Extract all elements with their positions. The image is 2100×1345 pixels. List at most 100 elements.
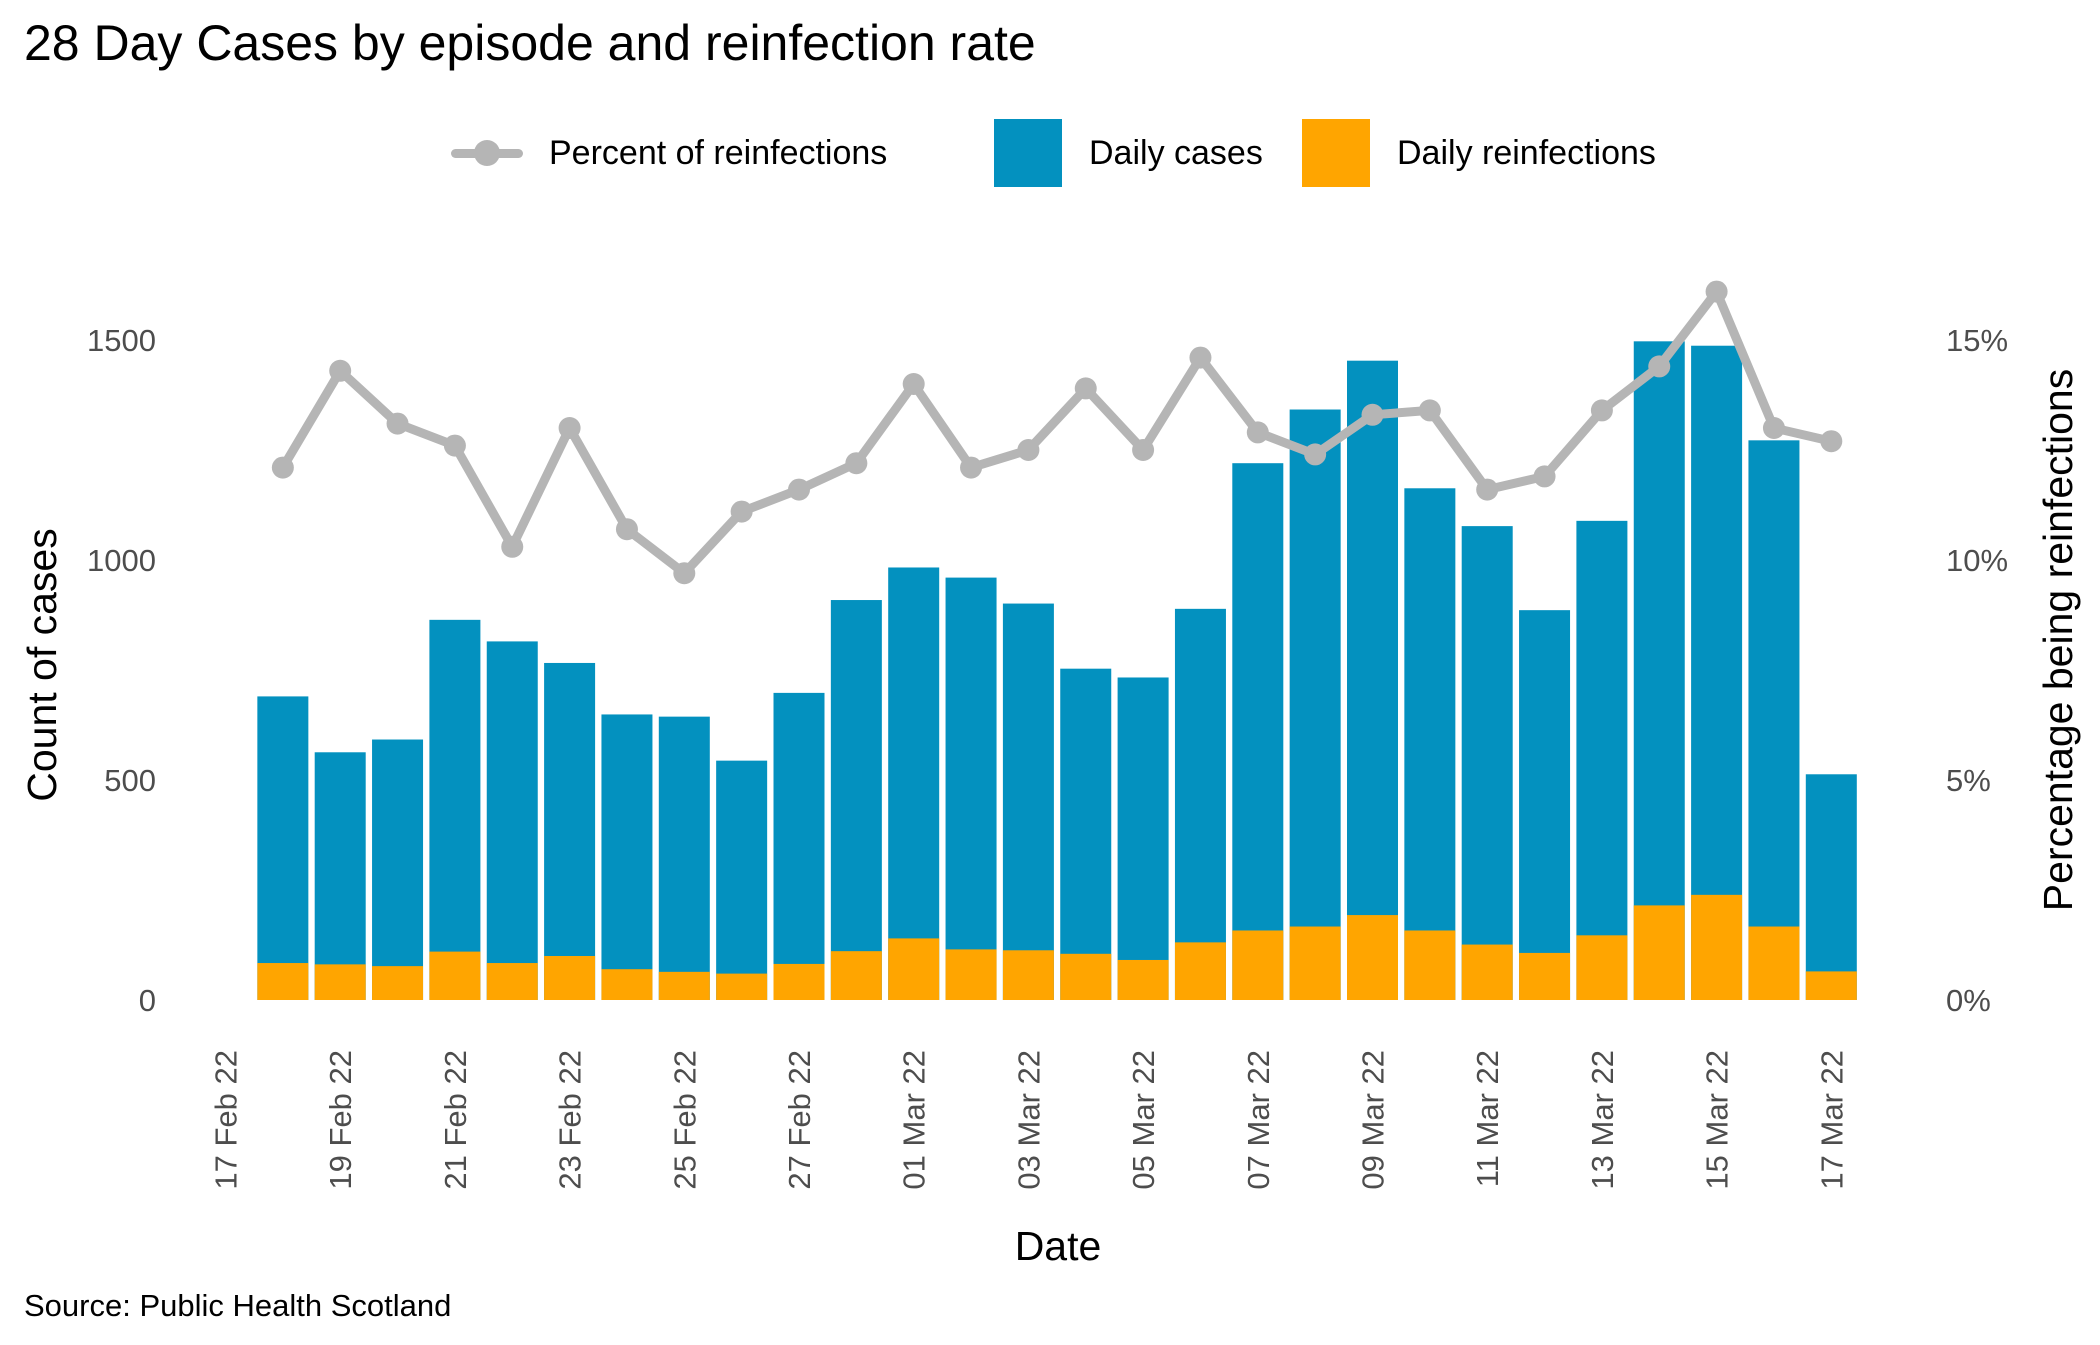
bar-daily-reinfections [1174, 942, 1226, 1000]
x-tick-label: 09 Mar 22 [1356, 1050, 1391, 1190]
bar-daily-cases [601, 714, 653, 1000]
bar-daily-reinfections [945, 949, 997, 1000]
legend: Percent of reinfections Daily cases Dail… [0, 118, 2100, 198]
bar-daily-reinfections [1347, 915, 1398, 1000]
bar-daily-reinfections [1461, 944, 1513, 1000]
bar-daily-cases [1232, 463, 1284, 1000]
x-tick-label: 25 Feb 22 [667, 1050, 702, 1190]
percent-line-point [1590, 399, 1613, 422]
percent-line-point [845, 452, 868, 475]
bar-daily-cases [830, 600, 882, 1000]
x-axis-title: Date [1015, 1223, 1102, 1269]
x-axis-ticks: 17 Feb 22 19 Feb 22 21 Feb 22 23 Feb 22 25 F… [209, 1050, 1850, 1190]
bar-daily-cases [716, 760, 768, 1000]
left-axis-ticks: 0 500 1000 1500 [87, 323, 156, 1018]
x-tick-label: 19 Feb 22 [323, 1050, 358, 1190]
bar-daily-cases [1633, 341, 1685, 1000]
legend-label-reinfections: Daily reinfections [1397, 133, 1656, 172]
bar-daily-reinfections [257, 963, 309, 1000]
y-tick-label: 1500 [87, 323, 156, 358]
percent-line-point [788, 478, 810, 501]
bar-daily-reinfections [372, 966, 424, 1000]
percent-line-point [673, 562, 696, 585]
source-note: Source: Public Health Scotland [24, 1288, 452, 1323]
percent-line-point [443, 434, 466, 457]
bar-daily-cases [1519, 610, 1571, 1000]
y-tick-label: 0 [139, 983, 156, 1018]
bar-daily-reinfections [1404, 930, 1456, 1000]
bar-daily-reinfections [601, 969, 653, 1000]
y-tick-label: 500 [104, 763, 156, 798]
bar-daily-cases [1748, 440, 1800, 1000]
percent-line-point [1705, 280, 1728, 303]
x-tick-label: 13 Mar 22 [1585, 1050, 1620, 1190]
bar-daily-reinfections [314, 964, 366, 1000]
bar-daily-cases [1347, 360, 1398, 1000]
bar-daily-cases [486, 641, 538, 1000]
y-axis-title: Count of cases [19, 528, 65, 802]
bar-daily-cases [1060, 668, 1112, 1000]
percent-line-point [902, 373, 925, 395]
x-tick-label: 03 Mar 22 [1011, 1050, 1046, 1190]
percent-line-point [1361, 403, 1384, 426]
percent-line-point [329, 359, 352, 382]
bar-daily-cases [773, 692, 825, 1000]
bar-daily-cases [1117, 677, 1169, 1000]
x-tick-label: 05 Mar 22 [1126, 1050, 1161, 1190]
x-tick-label: 27 Feb 22 [782, 1050, 817, 1190]
y2-tick-label: 10% [1946, 543, 2008, 578]
percent-line-point [1476, 478, 1499, 501]
bar-daily-cases [429, 619, 481, 1000]
bar-daily-reinfections [1117, 959, 1169, 1000]
percent-line-point [501, 535, 524, 558]
y2-tick-label: 0% [1946, 983, 1991, 1018]
x-tick-label: 17 Feb 22 [209, 1050, 244, 1190]
percent-line-point [1418, 399, 1441, 422]
percent-line-point [1304, 443, 1327, 466]
bar-daily-cases [1461, 526, 1513, 1000]
legend-line-marker [445, 118, 529, 188]
bar-daily-cases [888, 567, 940, 1000]
percent-reinfections-line [271, 280, 1843, 585]
legend-swatch-reinfections [1302, 119, 1370, 187]
bar-daily-reinfections [1748, 926, 1800, 1000]
percent-line-point [1074, 377, 1097, 400]
percent-line-point [1820, 430, 1843, 453]
bar-daily-cases [1576, 520, 1628, 1000]
bar-daily-reinfections [1576, 935, 1628, 1000]
legend-label-cases: Daily cases [1089, 133, 1263, 172]
bar-daily-reinfections [658, 971, 710, 1000]
chart-title: 28 Day Cases by episode and reinfection … [24, 15, 1036, 71]
x-tick-label: 11 Mar 22 [1470, 1050, 1505, 1187]
percent-line-point [615, 518, 638, 541]
x-tick-label: 15 Mar 22 [1700, 1050, 1735, 1190]
y-tick-label: 1000 [87, 543, 156, 578]
x-tick-label: 17 Mar 22 [1814, 1050, 1849, 1190]
legend-item-percent: Percent of reinfections [445, 118, 887, 188]
bar-daily-reinfections [429, 951, 481, 1000]
bar-daily-cases [658, 716, 710, 1000]
bar-daily-reinfections [830, 951, 882, 1000]
bar-daily-cases [1174, 608, 1226, 1000]
bar-daily-reinfections [1805, 971, 1857, 1000]
y2-tick-label: 15% [1946, 323, 2008, 358]
percent-line-point [730, 500, 753, 523]
bar-daily-reinfections [888, 938, 940, 1000]
bar-daily-cases [1002, 603, 1054, 1000]
bar-daily-reinfections [1002, 950, 1054, 1000]
bar-daily-cases [1289, 409, 1341, 1000]
percent-line-point [960, 456, 983, 479]
legend-item-reinfections: Daily reinfections [1302, 118, 1656, 188]
percent-line-point [271, 456, 294, 479]
legend-line-dot [474, 140, 500, 166]
bar-daily-reinfections [716, 973, 768, 1000]
percent-line-point [1648, 355, 1671, 378]
right-axis-ticks: 0% 5% 10% 15% [1946, 323, 2008, 1018]
x-tick-label: 23 Feb 22 [553, 1050, 588, 1190]
percent-line-point [1189, 346, 1212, 369]
bar-daily-reinfections [1060, 953, 1112, 1000]
bar-daily-reinfections [1633, 905, 1685, 1000]
bar-daily-reinfections [1519, 952, 1571, 1000]
legend-item-cases: Daily cases [994, 118, 1263, 188]
legend-swatch-cases [994, 119, 1062, 187]
